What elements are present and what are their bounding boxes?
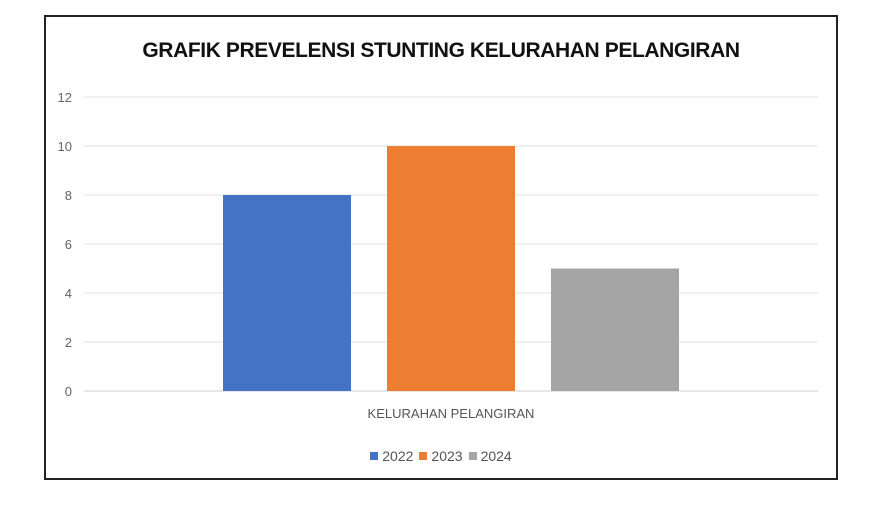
legend-swatch <box>370 452 379 460</box>
y-tick-label: 4 <box>65 286 72 301</box>
legend-label: 2023 <box>431 448 463 464</box>
y-tick-label: 12 <box>58 90 72 105</box>
chart-title: GRAFIK PREVELENSI STUNTING KELURAHAN PEL… <box>142 39 740 62</box>
y-tick-label: 0 <box>65 384 72 399</box>
legend-label: 2022 <box>382 448 414 464</box>
chart-frame: GRAFIK PREVELENSI STUNTING KELURAHAN PEL… <box>44 15 838 480</box>
legend-item: 2023 <box>419 448 463 464</box>
y-tick-label: 8 <box>65 188 72 203</box>
bar-2022 <box>223 195 351 391</box>
legend-item: 2022 <box>370 448 413 464</box>
legend-label: 2024 <box>480 448 512 464</box>
legend-swatch <box>419 452 428 460</box>
chart-legend: 2022 2023 2024 <box>46 447 836 464</box>
x-category-label: KELURAHAN PELANGIRAN <box>368 406 535 421</box>
legend-item: 2024 <box>468 448 512 464</box>
legend-swatch <box>468 452 477 460</box>
y-tick-label: 6 <box>65 237 72 252</box>
bar-2024 <box>551 268 679 391</box>
y-tick-label: 10 <box>58 139 72 154</box>
bar-2023 <box>387 146 515 391</box>
y-tick-label: 2 <box>65 335 72 350</box>
bar-chart: 0 2 4 6 8 10 12 KELURAHAN PELANGIRAN <box>58 90 818 421</box>
